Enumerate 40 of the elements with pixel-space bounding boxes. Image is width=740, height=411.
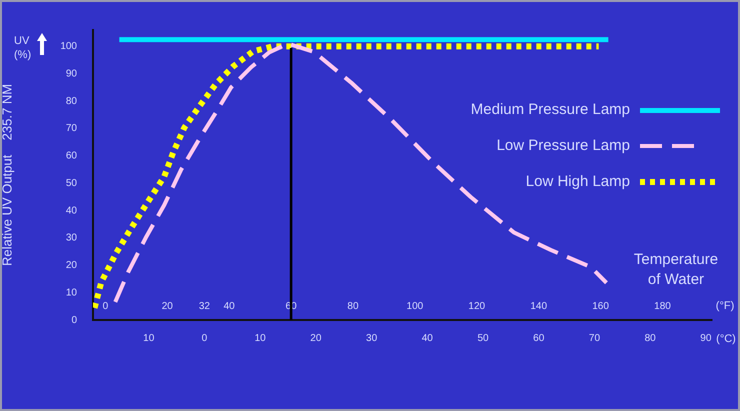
x-tick-label: 180 xyxy=(654,300,672,312)
legend-label: Low Pressure Lamp xyxy=(496,137,630,155)
y-tick-label: 50 xyxy=(66,178,78,189)
x-tick-label: 20 xyxy=(162,300,174,312)
legend-label: Medium Pressure Lamp xyxy=(470,101,630,119)
y-tick-label: 40 xyxy=(66,205,78,216)
x-tick-label: 0 xyxy=(102,300,109,312)
x2-tick-label: 10 xyxy=(254,332,266,344)
x-tick-label: 140 xyxy=(530,300,548,312)
x2-axis-title: (°C) xyxy=(716,333,736,346)
text: UV (%) xyxy=(14,34,32,62)
x2-tick-label: 0 xyxy=(202,332,208,344)
x-tick-label: 80 xyxy=(347,300,359,312)
x2-tick-label: 50 xyxy=(477,332,490,344)
x2-tick-label: 90 xyxy=(700,332,712,344)
x-tick-label: 100 xyxy=(406,300,424,312)
y-tick-label: 0 xyxy=(71,314,78,326)
x2-tick-label: 40 xyxy=(422,332,434,344)
x2-tick-label: 80 xyxy=(644,332,656,344)
y-tick-label: 70 xyxy=(66,123,78,134)
y-tick-label: 30 xyxy=(66,232,78,244)
x2-tick-label: 60 xyxy=(533,332,545,344)
y-tick-label: 20 xyxy=(66,260,78,272)
y-tick-label: 80 xyxy=(66,96,78,107)
x2-tick-label: 20 xyxy=(310,332,322,344)
x2-tick-label: 30 xyxy=(366,332,378,344)
x-axis-title: (°F) xyxy=(716,300,734,312)
y-tick-label: 100 xyxy=(60,41,78,52)
y-tick-label: 10 xyxy=(66,287,78,298)
legend-label: Low High Lamp xyxy=(526,173,630,191)
x-tick-label: 40 xyxy=(224,300,236,312)
x-tick-label: 32 xyxy=(198,300,210,312)
x2-tick-label: 70 xyxy=(588,332,600,344)
y-tick-label: 60 xyxy=(66,150,78,162)
x2-tick-label: 10 xyxy=(143,332,155,344)
x-tick-label: 160 xyxy=(592,300,610,312)
x-tick-label: 120 xyxy=(468,300,486,312)
y-axis-title: Relative UV Output 235.7 NM xyxy=(0,84,14,266)
y-tick-label: 90 xyxy=(66,68,78,80)
annotation: Temperature of Water xyxy=(632,250,720,290)
